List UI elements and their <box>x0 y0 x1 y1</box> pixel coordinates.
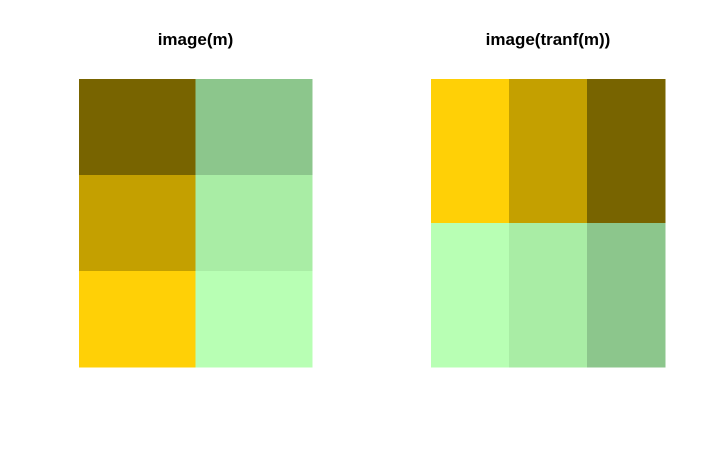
chart-title-image-m: image(m) <box>157 30 234 49</box>
heatmap-cell-0-r1-c0 <box>79 175 196 272</box>
heatmap-cell-1-r0-c2 <box>587 79 666 224</box>
heatmap-cell-0-r0-c1 <box>195 79 313 176</box>
heatmap-panel-right <box>431 79 666 368</box>
chart-title-image-tranf-m: image(tranf(m)) <box>485 30 611 49</box>
heatmap-cell-0-r2-c1 <box>195 271 313 368</box>
heatmap-panel-left <box>79 79 313 368</box>
heatmap-cell-0-r0-c0 <box>79 79 196 176</box>
heatmap-cell-1-r1-c0 <box>431 223 510 368</box>
heatmap-cell-0-r1-c1 <box>195 175 313 272</box>
heatmap-cell-1-r1-c1 <box>509 223 588 368</box>
heatmap-cell-1-r0-c0 <box>431 79 510 224</box>
heatmap-cell-1-r0-c1 <box>509 79 588 224</box>
heatmap-cell-0-r2-c0 <box>79 271 196 368</box>
heatmap-cell-1-r1-c2 <box>587 223 666 368</box>
